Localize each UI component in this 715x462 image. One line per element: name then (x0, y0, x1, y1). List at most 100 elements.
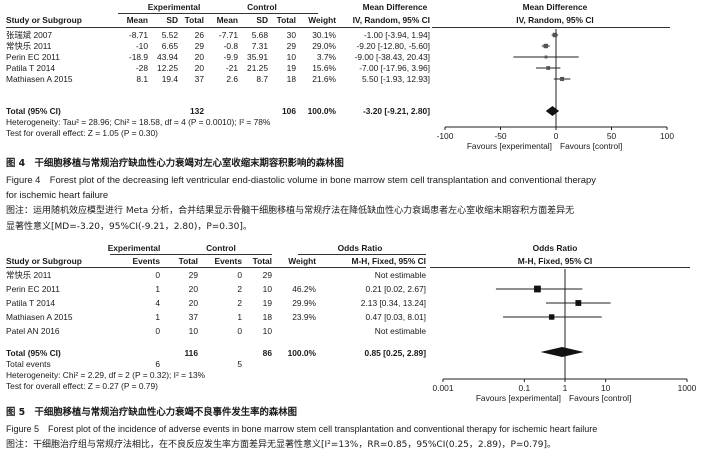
fig4-total-e-cell: 20 (194, 52, 204, 62)
fig4-total-label: Total (95% CI) (6, 106, 61, 116)
fig4-note-2: 显著性意义[MD=-3.20，95%CI(-9.21，2.80)，P=0.30]… (6, 222, 252, 232)
fig4-sd-c: 8.7 (256, 74, 268, 84)
fig4-total-c: 106 (282, 106, 296, 116)
fig5-col-events-c: Events (214, 256, 242, 266)
fig4-total-e: 132 (190, 106, 204, 116)
fig5-study-name: Mathiasen A 2015 (6, 312, 73, 322)
fig5-study-name: Perin EC 2011 (6, 284, 60, 294)
fig5-total-events-label: Total events (6, 359, 51, 369)
fig5-total-e-cell: 37 (188, 312, 198, 322)
fig5-header-or-plot: Odds Ratio (532, 243, 578, 253)
fig4-total-c-cell: 29 (286, 41, 296, 51)
fig5-events-c: 2 (237, 298, 242, 308)
fig5-point-square (534, 285, 541, 293)
fig4-sd-e: 5.52 (161, 30, 178, 40)
fig5-tick-label: 0.001 (433, 383, 454, 393)
fig5-col-events-e: Events (132, 256, 160, 266)
fig4-favours-right: Favours [control] (560, 141, 622, 151)
fig4-total-ci: -3.20 [-9.21, 2.80] (362, 106, 430, 116)
fig4-favours-left: Favours [experimental] (467, 141, 552, 151)
fig5-total-events-e: 6 (155, 359, 160, 369)
fig4-forest-plot: -100 -50 0 50 100 Favours [experimental] Favou… (437, 29, 674, 151)
fig4-study-name: 张瑞斌 2007 (6, 30, 53, 40)
fig4-mean-c: 2.6 (226, 74, 238, 84)
fig5-study-name: Patila T 2014 (6, 298, 56, 308)
fig4-header-rule (6, 27, 430, 28)
fig5-total-ci: 0.85 [0.25, 2.89] (364, 348, 426, 358)
fig5-tick-label: 10 (601, 383, 611, 393)
fig5-study-name: Patel AN 2016 (6, 326, 60, 336)
fig5-events-e: 4 (155, 298, 160, 308)
fig4-col-total-e: Total (184, 15, 204, 25)
fig5-col-total-c: Total (252, 256, 272, 266)
fig5-col-study: Study or Subgroup (6, 256, 82, 266)
fig5-total-c-cell: 10 (262, 326, 272, 336)
fig4-caption-zh: 图 4 干细胞移植与常规治疗缺血性心力衰竭对左心室收缩末期容积影响的森林图 (6, 158, 344, 169)
fig5-events-c: 1 (237, 312, 242, 322)
fig5-total-events-c: 5 (237, 359, 242, 369)
fig5-events-e: 0 (155, 326, 160, 336)
fig5-col-weight: Weight (288, 256, 316, 266)
fig4-col-sd-c: SD (256, 15, 268, 25)
fig4-mean-e: 8.1 (136, 74, 148, 84)
fig5-tick-label: 1000 (678, 383, 697, 393)
fig4-total-c-cell: 10 (286, 52, 296, 62)
fig4-study-name: 常快乐 2011 (6, 41, 52, 51)
fig4-header-md-plot: Mean Difference (522, 2, 588, 12)
fig5-total-e-cell: 20 (188, 284, 198, 294)
fig4-tick-label: 100 (660, 131, 674, 141)
fig5-total-weight: 100.0% (287, 348, 316, 358)
fig4-total-e-cell: 37 (194, 74, 204, 84)
fig4-mean-e: -10 (135, 41, 148, 51)
fig4-sd-e: 6.65 (161, 41, 178, 51)
fig5-events-c: 0 (237, 326, 242, 336)
fig4-col-total-c: Total (276, 15, 296, 25)
fig5-tick-label: 1 (563, 383, 568, 393)
fig4-tick-label: 50 (607, 131, 617, 141)
fig5-header-rule-plot (430, 267, 690, 268)
fig5-col-or-plot: M-H, Fixed, 95% CI (517, 256, 593, 266)
fig4-header-control: Control (247, 2, 277, 12)
fig5-total-diamond (540, 347, 584, 357)
fig5-note: 图注：干细胞治疗组与常规疗法相比，在不良反应发生率方面差异无显著性意义[I²=1… (6, 440, 556, 450)
fig5-or-underline (298, 254, 426, 255)
fig5-or-ci: 2.13 [0.34, 13.24] (360, 298, 426, 308)
fig4-total-e-cell: 20 (194, 63, 204, 73)
fig4-sd-e: 19.4 (161, 74, 178, 84)
fig5-or-ci: 0.47 [0.03, 8.01] (365, 312, 426, 322)
fig4-mean-c: -21 (225, 63, 238, 73)
fig4-sd-e: 43.94 (157, 52, 178, 62)
fig5-header-or: Odds Ratio (337, 243, 383, 253)
fig4-sd-e: 12.25 (157, 63, 178, 73)
fig4-study-name: Patila T 2014 (6, 63, 56, 73)
fig5-overall-effect: Test for overall effect: Z = 0.27 (P = 0… (6, 381, 158, 391)
fig5-weight: 23.9% (292, 312, 316, 322)
fig4-sd-c: 35.91 (247, 52, 268, 62)
fig5-study-name: 常快乐 2011 (6, 270, 52, 280)
fig5-total-c-cell: 10 (262, 284, 272, 294)
fig5-weight: 29.9% (292, 298, 316, 308)
fig5-col-total-e: Total (178, 256, 198, 266)
fig5-header-control: Control (206, 243, 236, 253)
fig4-total-c-cell: 30 (286, 30, 296, 40)
fig5-or-ci: Not estimable (374, 270, 426, 280)
fig4-mean-c: -9.9 (223, 52, 238, 62)
fig5-total-e: 116 (184, 348, 198, 358)
fig4-weight: 3.7% (316, 52, 336, 62)
fig4-mean-c: -7.71 (218, 30, 238, 40)
fig5-total-e-cell: 29 (188, 270, 198, 280)
fig4-tick-label: -100 (437, 131, 454, 141)
fig5-header-experimental: Experimental (107, 243, 161, 253)
fig4-header-experimental: Experimental (147, 2, 201, 12)
fig4-total-diamond (545, 106, 560, 116)
fig5-tick-label: 0.1 (519, 383, 531, 393)
fig4-point-square (546, 66, 551, 70)
fig4-sd-c: 5.68 (251, 30, 268, 40)
fig4-md-ci: 5.50 [-1.93, 12.93] (362, 74, 430, 84)
fig5-caption-en: Figure 5 Forest plot of the incidence of… (6, 424, 598, 434)
fig4-total-c-cell: 19 (286, 63, 296, 73)
fig4-weight: 30.1% (312, 30, 336, 40)
fig5-total-c-cell: 29 (262, 270, 272, 280)
fig4-heterogeneity: Heterogeneity: Tau² = 28.96; Chi² = 18.5… (6, 117, 271, 127)
fig4-md-ci: -1.00 [-3.94, 1.94] (363, 30, 430, 40)
